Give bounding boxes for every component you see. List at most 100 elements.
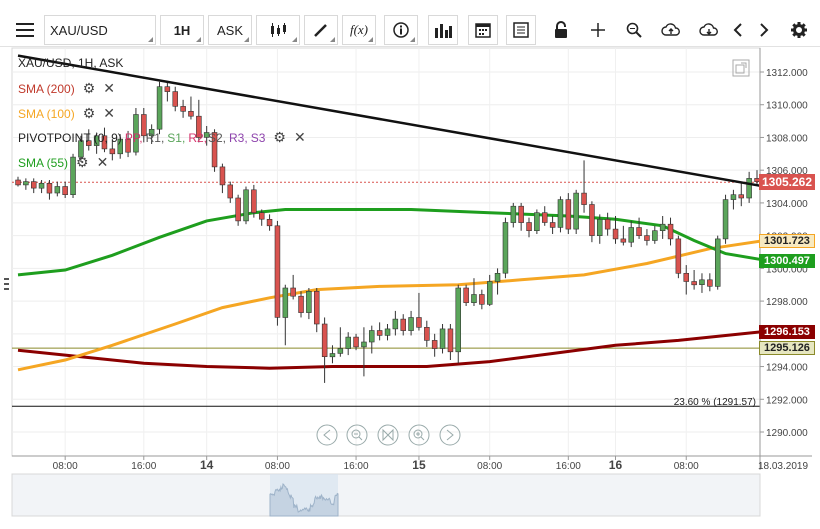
candle-body-bear — [321, 323, 328, 358]
candle — [722, 194, 729, 244]
candle — [156, 81, 163, 135]
candle — [581, 160, 587, 213]
settings-button[interactable] — [786, 15, 812, 45]
candle-body-bear — [431, 340, 438, 349]
candle-body-bear — [30, 181, 37, 189]
candle-body-bear — [196, 115, 202, 138]
upload-button[interactable] — [656, 15, 686, 45]
symbol-select[interactable]: XAU/USD — [44, 15, 156, 45]
candle-body-bull — [306, 290, 312, 313]
candle — [384, 324, 391, 341]
time-tick-label: 08:00 — [265, 461, 290, 472]
price-type-select[interactable]: ASK — [208, 15, 252, 45]
candle — [23, 178, 29, 190]
volume-button[interactable] — [428, 15, 458, 45]
zoom-out-button[interactable] — [346, 424, 368, 446]
candle — [691, 270, 697, 290]
candle-body-bear — [667, 223, 674, 240]
candle-body-bull — [659, 223, 666, 231]
candle-body-bull — [408, 317, 414, 331]
time-tick-label: 16:00 — [131, 461, 156, 472]
scroll-right-button[interactable] — [754, 15, 774, 45]
gear-icon[interactable]: ⚙ — [76, 154, 89, 170]
candle — [707, 273, 713, 292]
gear-icon[interactable]: ⚙ — [273, 129, 286, 145]
pivot-label: PIVOTPOINT (0, 9) — [18, 130, 122, 145]
candle-body-bull — [486, 281, 493, 305]
download-button[interactable] — [694, 15, 724, 45]
expand-icon[interactable] — [732, 59, 750, 77]
candle — [93, 132, 100, 154]
trendline[interactable] — [17, 54, 766, 188]
candle — [471, 278, 477, 306]
crosshair-icon — [591, 23, 605, 37]
calendar-button[interactable] — [468, 15, 498, 45]
candle-body-bear — [15, 179, 21, 186]
list-button[interactable] — [506, 15, 536, 45]
zoom-next-button[interactable] — [439, 424, 461, 446]
candle-body-bull — [455, 287, 461, 353]
candle — [652, 225, 658, 244]
candle-body-bull — [133, 114, 139, 153]
side-handle-icon[interactable] — [4, 278, 9, 290]
pivot-r2: R2, — [188, 130, 207, 145]
candle-body-bear — [707, 279, 713, 287]
time-tick-label: 16:00 — [556, 461, 581, 472]
candle-body-bear — [46, 183, 53, 194]
info-button[interactable] — [384, 15, 418, 45]
candle-body-bear — [101, 135, 108, 150]
candle-body-bear — [211, 132, 218, 168]
candle-body-bear — [86, 140, 92, 146]
candle — [117, 134, 124, 159]
candle — [321, 317, 328, 383]
close-icon[interactable]: ✕ — [293, 129, 306, 145]
gear-icon[interactable]: ⚙ — [82, 80, 96, 96]
candle-body-bear — [620, 238, 627, 243]
candlestick-icon — [271, 23, 286, 37]
navigator-panel[interactable] — [11, 473, 761, 517]
candle-body-bear — [180, 106, 186, 112]
crosshair-button[interactable] — [584, 15, 612, 45]
candle-type-button[interactable] — [256, 15, 300, 45]
candle-body-bull — [361, 341, 367, 348]
time-tick-label: 15 — [412, 458, 426, 472]
draw-tool-button[interactable] — [304, 15, 338, 45]
close-icon[interactable]: ✕ — [103, 80, 115, 96]
candle-body-bear — [376, 330, 383, 336]
candle — [604, 212, 611, 236]
close-icon[interactable]: ✕ — [96, 154, 109, 170]
price-tick-label: 1290.000 — [766, 428, 808, 439]
candle — [266, 214, 273, 231]
candle — [667, 217, 674, 246]
candle-body-bull — [243, 189, 249, 222]
indicators-button[interactable]: f(x) — [342, 15, 376, 45]
candle — [486, 274, 493, 306]
sma55-label: SMA (55) — [18, 155, 69, 170]
legend-title: XAU/USD, 1H, ASK — [18, 56, 124, 70]
candle-body-bull — [714, 238, 721, 287]
scroll-left-button[interactable] — [728, 15, 748, 45]
lock-button[interactable] — [546, 15, 576, 45]
menu-icon[interactable] — [10, 15, 40, 45]
trendline-segment[interactable] — [17, 54, 766, 188]
gear-icon[interactable]: ⚙ — [82, 105, 96, 121]
lock-icon — [555, 21, 567, 38]
candle-body-bull — [494, 272, 501, 282]
candle-body-bear — [581, 192, 587, 205]
zoom-button[interactable] — [620, 15, 648, 45]
candle — [361, 327, 367, 377]
candle-body-bull — [38, 183, 45, 189]
candle-body-bear — [424, 326, 430, 341]
interval-select[interactable]: 1H — [160, 15, 204, 45]
candle — [620, 225, 627, 246]
close-icon[interactable]: ✕ — [103, 105, 115, 121]
price-tick-label: 1294.000 — [766, 363, 808, 374]
candle — [15, 176, 21, 187]
candle-body-bear — [400, 318, 406, 331]
zoom-reset-button[interactable] — [377, 424, 399, 446]
level-price-tag: 1295.126 — [759, 341, 815, 355]
candle-body-bear — [518, 205, 524, 223]
zoom-in-button[interactable] — [408, 424, 430, 446]
zoom-prev-button[interactable] — [316, 424, 338, 446]
